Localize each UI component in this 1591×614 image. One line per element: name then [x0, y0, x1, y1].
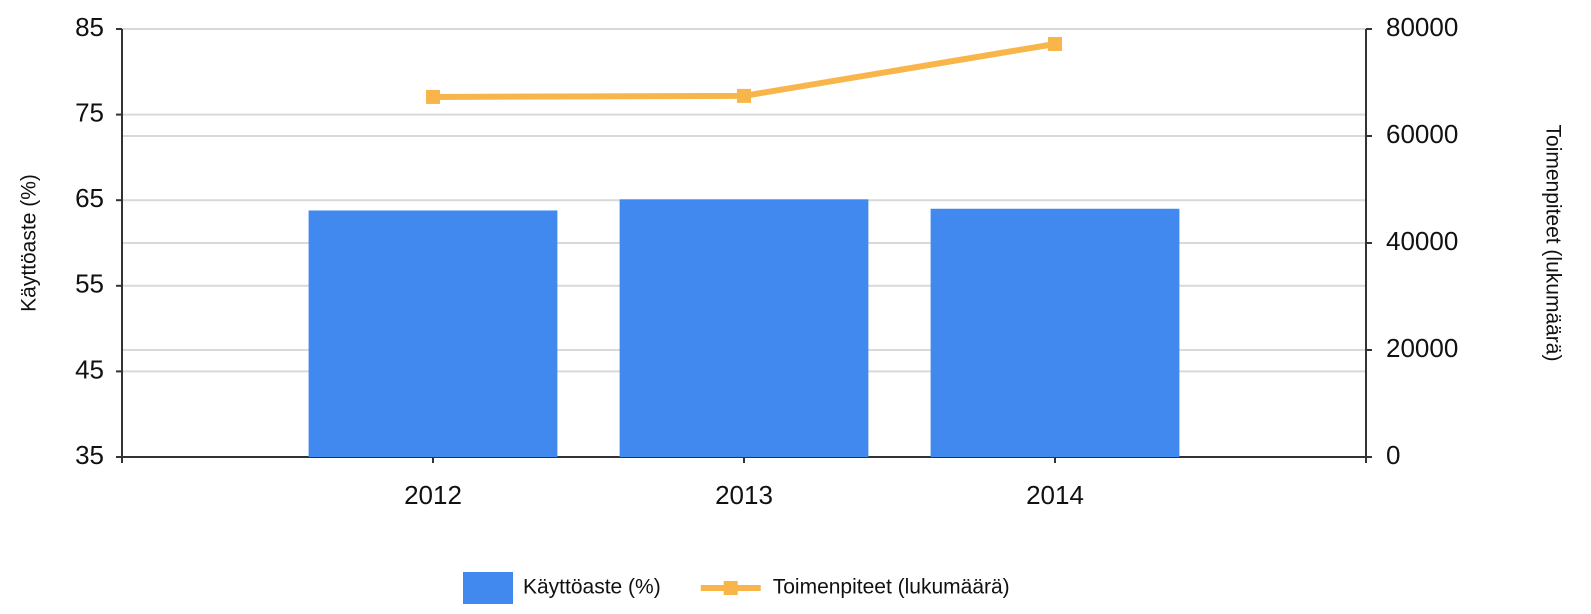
x-tick-label: 2013: [715, 480, 773, 510]
legend-swatch: [463, 572, 513, 604]
legend-swatch: [723, 581, 738, 595]
x-tick-label: 2014: [1026, 480, 1084, 510]
y2-axis-label: Toimenpiteet (lukumäärä): [1541, 125, 1564, 362]
y2-tick-label: 60000: [1386, 119, 1458, 149]
y2-tick-label: 20000: [1386, 333, 1458, 363]
line-marker: [737, 88, 751, 103]
y2-tick-label: 80000: [1386, 12, 1458, 42]
line-marker: [426, 89, 440, 104]
y-tick-label: 85: [75, 12, 104, 42]
y2-tick-label: 0: [1386, 440, 1400, 470]
y-tick-label: 55: [75, 269, 104, 299]
y2-tick-label: 40000: [1386, 226, 1458, 256]
bar: [308, 210, 558, 457]
legend-label: Käyttöaste (%): [523, 576, 661, 599]
y-tick-label: 65: [75, 183, 104, 213]
legend-label: Toimenpiteet (lukumäärä): [773, 576, 1010, 599]
y-tick-label: 45: [75, 354, 104, 384]
bar: [930, 208, 1180, 457]
y-tick-label: 75: [75, 97, 104, 127]
y-axis-label: Käyttöaste (%): [18, 174, 41, 312]
x-tick-label: 2012: [404, 480, 462, 510]
bar: [619, 199, 869, 457]
y-tick-label: 35: [75, 440, 104, 470]
line-marker: [1048, 36, 1062, 51]
